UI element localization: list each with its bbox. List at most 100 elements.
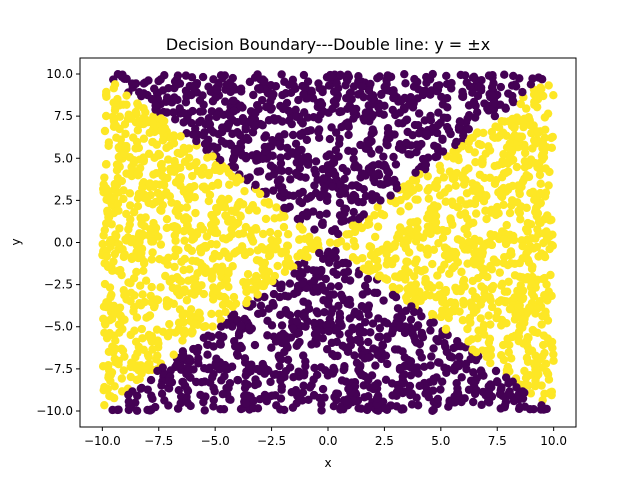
scatter-point — [358, 82, 367, 91]
scatter-point — [492, 202, 502, 212]
scatter-point — [221, 307, 230, 317]
scatter-point — [458, 142, 467, 151]
scatter-point — [545, 244, 554, 254]
scatter-point — [506, 247, 516, 256]
scatter-point — [251, 121, 260, 130]
scatter-point — [268, 135, 277, 145]
scatter-point — [386, 177, 396, 186]
scatter-point — [277, 385, 286, 394]
x-tick-label: −10.0 — [84, 434, 121, 448]
scatter-point — [455, 352, 464, 362]
scatter-point — [433, 358, 443, 367]
scatter-point — [131, 337, 141, 346]
scatter-point — [454, 202, 463, 212]
scatter-point — [258, 229, 268, 239]
scatter-point — [195, 96, 205, 105]
scatter-point — [181, 98, 191, 107]
scatter-point — [256, 301, 266, 310]
scatter-point — [199, 333, 208, 343]
scatter-point — [241, 123, 250, 132]
scatter-point — [124, 397, 134, 406]
scatter-point — [340, 274, 350, 284]
scatter-point — [252, 271, 261, 281]
scatter-point — [126, 237, 136, 247]
scatter-point — [374, 103, 383, 112]
scatter-point — [515, 74, 524, 83]
scatter-point — [282, 98, 292, 108]
scatter-point — [170, 262, 179, 272]
scatter-point — [173, 284, 182, 293]
scatter-point — [162, 214, 172, 224]
scatter-point — [335, 309, 345, 318]
scatter-point — [390, 345, 400, 354]
scatter-point — [150, 84, 159, 93]
scatter-point — [508, 231, 518, 241]
scatter-point — [291, 105, 300, 115]
scatter-point — [219, 234, 228, 243]
scatter-point — [329, 363, 338, 373]
scatter-point — [545, 389, 554, 398]
scatter-point — [242, 298, 251, 308]
scatter-point — [541, 164, 550, 173]
scatter-point — [540, 252, 550, 262]
scatter-point — [526, 389, 536, 398]
scatter-point — [395, 363, 405, 373]
scatter-point — [106, 392, 116, 401]
scatter-point — [296, 248, 305, 258]
scatter-point — [543, 109, 553, 118]
scatter-point — [419, 362, 429, 372]
scatter-point — [100, 259, 109, 268]
scatter-point — [247, 234, 257, 244]
scatter-point — [179, 108, 188, 118]
scatter-point — [343, 259, 353, 268]
scatter-point — [334, 301, 343, 311]
scatter-point — [184, 153, 194, 163]
scatter-point — [258, 121, 267, 130]
scatter-point — [533, 127, 543, 136]
scatter-point — [224, 253, 233, 263]
scatter-point — [243, 270, 253, 279]
scatter-point — [315, 210, 325, 220]
scatter-point — [364, 392, 373, 401]
scatter-point — [543, 334, 552, 343]
scatter-point — [276, 175, 285, 184]
scatter-point — [209, 402, 218, 411]
scatter-point — [408, 103, 418, 112]
scatter-point — [238, 114, 248, 123]
scatter-point — [219, 292, 229, 302]
scatter-point — [427, 352, 436, 361]
scatter-point — [257, 258, 267, 268]
scatter-point — [518, 177, 528, 186]
scatter-point — [204, 196, 214, 206]
scatter-point — [310, 165, 319, 175]
scatter-point — [178, 350, 188, 359]
scatter-point — [291, 139, 301, 149]
scatter-point — [438, 134, 447, 143]
scatter-point — [433, 271, 442, 280]
scatter-point — [133, 201, 143, 211]
scatter-point — [196, 258, 205, 268]
scatter-point — [510, 80, 520, 89]
scatter-point — [135, 237, 144, 247]
scatter-point — [318, 220, 327, 230]
scatter-point — [504, 89, 513, 98]
scatter-point — [440, 251, 450, 260]
scatter-point — [283, 254, 293, 263]
scatter-point — [273, 261, 282, 271]
scatter-point — [498, 391, 507, 401]
scatter-point — [275, 292, 284, 302]
scatter-point — [548, 132, 557, 142]
scatter-point — [290, 269, 299, 278]
scatter-point — [157, 206, 166, 215]
y-axis: −10.0 −7.5 −5.0 −2.5 0.0 2.5 5.0 7.5 10.0 — [36, 67, 80, 418]
scatter-point — [337, 187, 346, 197]
scatter-point — [507, 121, 517, 131]
scatter-point — [151, 402, 160, 412]
scatter-point — [178, 317, 187, 327]
scatter-point — [274, 132, 284, 141]
scatter-point — [394, 230, 403, 239]
scatter-point — [275, 361, 284, 371]
scatter-point — [192, 136, 201, 146]
scatter-point — [440, 260, 449, 270]
scatter-point — [421, 160, 431, 169]
